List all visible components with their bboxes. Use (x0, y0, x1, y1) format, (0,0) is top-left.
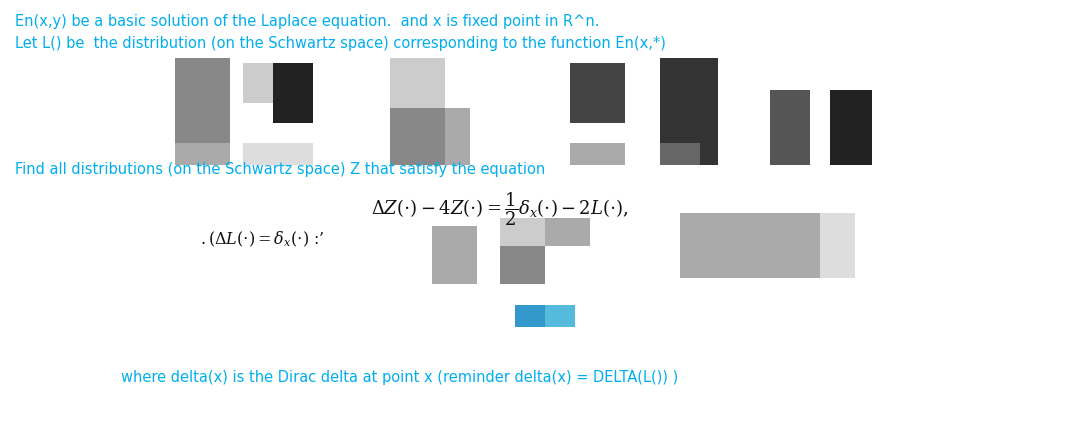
Bar (770, 90, 810, 165)
Text: Find all distributions (on the Schwartz space) Z that satisfy the equation: Find all distributions (on the Schwartz … (15, 162, 545, 177)
Bar (570, 63, 625, 123)
Bar (175, 143, 230, 165)
Text: where delta(x) is the Dirac delta at point x (reminder delta(x) = DELTA(L()) ): where delta(x) is the Dirac delta at poi… (121, 370, 678, 385)
Bar (545, 218, 590, 246)
Bar (390, 58, 445, 108)
Bar (500, 218, 545, 246)
Bar (273, 63, 313, 123)
Bar (500, 246, 545, 284)
Text: $.(\Delta L(\cdot) = \delta_x(\cdot)$ :’: $.(\Delta L(\cdot) = \delta_x(\cdot)$ :’ (200, 230, 325, 249)
Bar (432, 226, 477, 284)
Bar (445, 108, 470, 165)
Bar (243, 143, 313, 165)
Bar (660, 143, 700, 165)
Text: En(x,y) be a basic solution of the Laplace equation.  and x is fixed point in R^: En(x,y) be a basic solution of the Lapla… (15, 14, 599, 29)
Bar (831, 90, 872, 165)
Bar (570, 143, 625, 165)
Text: $\Delta Z(\cdot) - 4Z(\cdot) = \dfrac{1}{2}\delta_x(\cdot) - 2L(\cdot),$: $\Delta Z(\cdot) - 4Z(\cdot) = \dfrac{1}… (372, 190, 629, 228)
Bar (660, 58, 718, 165)
Bar (175, 58, 230, 143)
Bar (515, 305, 545, 327)
Text: Let L() be  the distribution (on the Schwartz space) corresponding to the functi: Let L() be the distribution (on the Schw… (15, 36, 666, 51)
Bar (820, 213, 855, 278)
Bar (680, 213, 855, 278)
Bar (243, 63, 273, 103)
Bar (390, 108, 445, 165)
Bar (545, 305, 575, 327)
